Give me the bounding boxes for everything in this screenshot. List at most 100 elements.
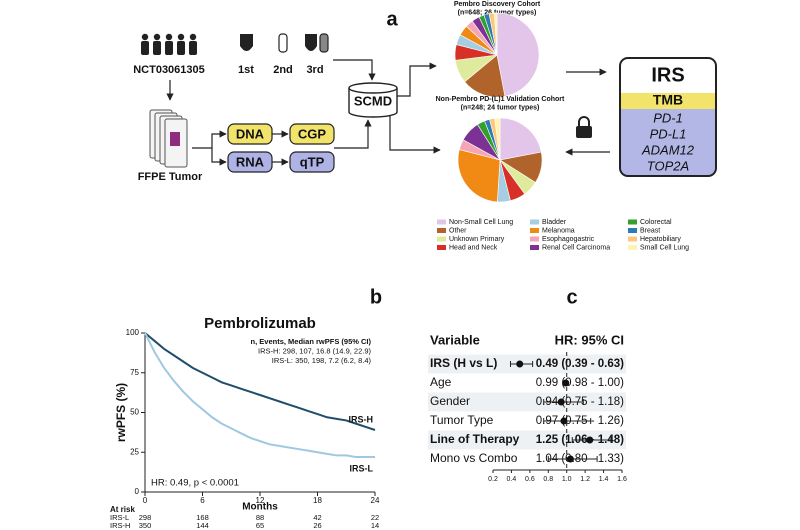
cgp-box [289,123,335,145]
at-risk-count: 298 [139,513,152,522]
annotation: IRS-L: 350, 198, 7.2 (6.2, 8.4) [272,356,372,365]
arrow [333,59,376,81]
y-tick-label: 75 [130,368,139,377]
at-risk-row-label: IRS-L [110,513,129,522]
chart-title: Pembrolizumab [204,315,316,332]
legend-swatch [628,219,637,225]
row-label: Tumor Type [430,413,494,427]
panel-label: b [370,286,382,308]
trial-id: NCT03061305 [133,64,205,76]
hazard-ratio-point [562,379,570,387]
legend-swatch [628,245,637,250]
y-axis-label: rwPFS (%) [114,383,128,442]
pie-slice [464,54,506,98]
signature-gene: PD-1 [653,110,683,125]
hazard-ratio-point [516,360,524,368]
signature-gene: ADAM12 [641,142,695,157]
signature-gene: PD-L1 [650,126,687,141]
line-label: 1st [238,64,254,76]
patients-icon [141,33,197,55]
legend-swatch [530,245,539,250]
at-risk-count: 42 [313,513,321,522]
slides-icon [149,109,188,168]
pie-slice [496,12,540,97]
x-tick-label: 0.6 [525,476,535,483]
arrow [334,119,372,149]
pie-title: Pembro Discovery Cohort [454,1,541,8]
series-label: IRS-L [350,463,374,473]
annotation: IRS-H: 298, 107, 16.8 (14.9, 22.9) [258,346,371,355]
at-risk-count: 168 [196,513,209,522]
at-risk-count: 22 [371,513,379,522]
panel-label: c [566,286,577,308]
legend-swatch [437,219,446,225]
panel-a: a NCT03061305 1st 2nd 3rd FFPE Tumor [133,8,717,183]
survival-curve [144,332,376,431]
series-label: IRS-H [349,414,374,424]
hazard-ratio-point [586,436,594,444]
at-risk-count: 65 [256,521,264,530]
y-tick-label: 0 [135,487,140,496]
pie-slice [494,12,498,56]
arrow [389,116,441,154]
annotation: n, Events, Median rwPFS (95% CI) [251,337,372,346]
database-label: SCMD [354,93,392,108]
hazard-ratio-point [557,398,565,406]
column-header: Variable [430,332,480,347]
arrow [192,130,227,149]
x-tick-label: 0.8 [543,476,553,483]
survival-curve [144,332,375,459]
x-tick-label: 24 [371,496,380,505]
legend-swatch [530,219,539,225]
x-tick-label: 1.6 [617,476,627,483]
legend-label: Hepatobiliary [640,236,681,243]
row-label: Line of Therapy [430,432,520,446]
row-label: Age [430,375,452,389]
assay-label: qTP [300,154,325,169]
legend-label: Non-Small Cell Lung [449,219,513,226]
at-risk-count: 350 [139,521,152,530]
assay-label: RNA [236,154,265,169]
legend-label: Bladder [542,219,567,226]
y-tick-label: 100 [126,328,140,337]
value-label: 0.99 (0.98 - 1.00) [536,377,624,389]
hazard-ratio-point [560,417,568,425]
legend-label: Unknown Primary [449,236,505,243]
at-risk-count: 144 [196,521,209,530]
at-risk-count: 88 [256,513,264,522]
row-shade [428,430,626,450]
at-risk-title: At risk [110,505,135,514]
therapy-icons [240,33,329,53]
x-tick-label: 12 [256,496,265,505]
legend-label: Melanoma [542,227,575,234]
line-label: 3rd [306,64,323,76]
signature-title: IRS [651,64,684,86]
x-tick-label: 0 [143,496,148,505]
column-header: HR: 95% CI [555,332,624,347]
at-risk-count: 14 [371,521,379,530]
legend-label: Renal Cell Carcinoma [542,244,610,251]
pie-title: Non-Pembro PD-(L)1 Validation Cohort [436,96,565,103]
legend-label: Breast [640,227,660,234]
row-label: IRS (H vs L) [430,356,497,370]
legend-swatch [437,228,446,233]
x-tick-label: 6 [200,496,205,505]
qtp-box [289,151,335,173]
pie-slice [494,117,501,161]
pie-subtitle: (n=248; 24 tumor types) [461,104,540,111]
x-tick-label: 1.4 [599,476,609,483]
pie-slice [499,117,542,161]
x-tick-label: 1.0 [562,476,572,483]
legend-swatch [628,236,637,242]
row-label: Gender [430,394,470,408]
legend-swatch [628,228,637,233]
legend-label: Colorectal [640,219,672,226]
signature-feature: TMB [653,92,683,108]
x-tick-label: 1.2 [580,476,590,483]
legend-swatch [530,228,539,233]
assay-label: CGP [298,126,327,141]
x-axis-label: Months [242,502,278,513]
line-label: 2nd [273,64,293,76]
pie-slice [457,149,501,203]
hazard-ratio-point [566,455,574,463]
